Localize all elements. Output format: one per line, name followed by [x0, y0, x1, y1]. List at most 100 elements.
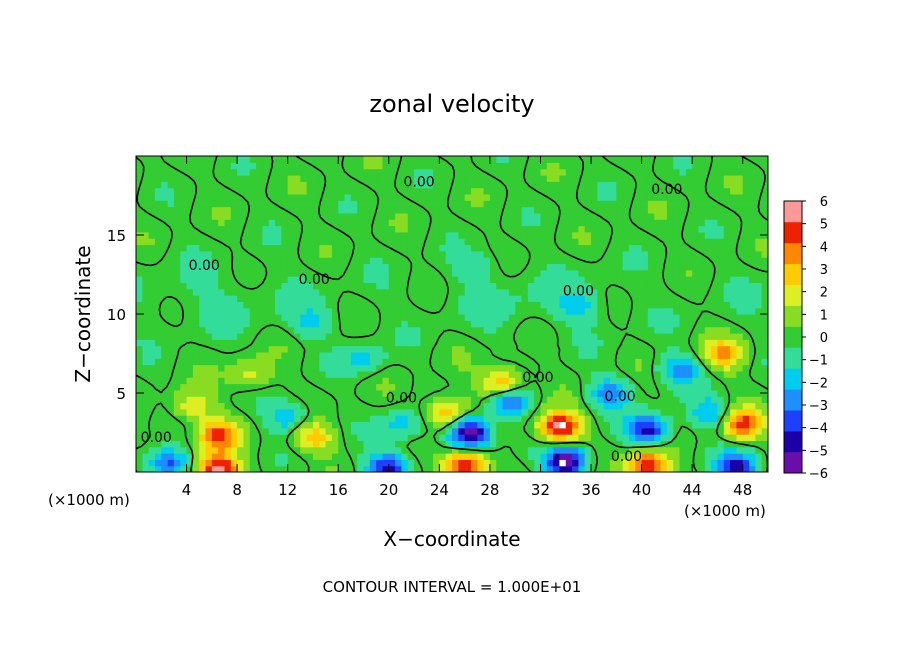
- field-cell: [256, 396, 263, 404]
- field-cell: [628, 212, 636, 220]
- field-cell: [458, 288, 466, 296]
- field-cell: [673, 370, 681, 378]
- field-cell: [578, 288, 586, 296]
- field-cell: [312, 351, 320, 359]
- field-cell: [243, 440, 251, 448]
- field-cell: [376, 257, 384, 265]
- field-cell: [218, 231, 226, 239]
- field-cell: [717, 389, 725, 397]
- field-cell: [755, 453, 763, 460]
- field-cell: [591, 408, 598, 416]
- field-cell: [186, 225, 194, 233]
- field-cell: [603, 212, 611, 220]
- field-cell: [420, 301, 428, 309]
- field-cell: [736, 408, 744, 416]
- field-cell: [439, 276, 447, 283]
- field-cell: [167, 231, 175, 239]
- field-cell: [711, 389, 719, 397]
- field-cell: [616, 446, 624, 454]
- field-cell: [331, 301, 339, 309]
- field-cell: [161, 440, 169, 448]
- field-cell: [641, 314, 649, 321]
- field-cell: [382, 257, 390, 265]
- field-cell: [647, 200, 655, 208]
- field-cell: [761, 402, 768, 410]
- field-cell: [312, 465, 320, 472]
- field-cell: [477, 206, 485, 214]
- field-cell: [395, 440, 403, 448]
- field-cell: [173, 326, 181, 334]
- field-cell: [420, 314, 428, 321]
- field-cell: [660, 257, 668, 265]
- field-cell: [414, 402, 421, 410]
- field-cell: [306, 244, 314, 252]
- field-cell: [496, 168, 504, 176]
- field-cell: [401, 212, 409, 220]
- field-cell: [679, 168, 687, 176]
- field-cell: [540, 288, 548, 296]
- field-cell: [439, 250, 447, 258]
- field-cell: [584, 402, 592, 410]
- field-cell: [540, 282, 548, 290]
- field-cell: [496, 446, 504, 454]
- field-cell: [338, 358, 346, 366]
- field-cell: [319, 446, 327, 454]
- field-cell: [331, 434, 339, 441]
- field-cell: [407, 434, 415, 441]
- field-cell: [628, 156, 636, 163]
- field-cell: [584, 168, 592, 176]
- field-cell: [414, 339, 421, 347]
- field-cell: [755, 396, 763, 404]
- field-cell: [685, 459, 693, 467]
- field-cell: [698, 193, 706, 201]
- field-cell: [148, 187, 156, 195]
- field-cell: [275, 187, 282, 195]
- field-cell: [268, 288, 276, 296]
- field-cell: [717, 250, 725, 258]
- field-cell: [628, 440, 636, 448]
- field-cell: [218, 156, 226, 163]
- field-cell: [711, 358, 719, 366]
- field-cell: [300, 459, 308, 467]
- field-cell: [559, 408, 567, 416]
- field-cell: [584, 396, 592, 404]
- field-cell: [294, 301, 301, 309]
- field-cell: [496, 320, 504, 328]
- field-cell: [736, 415, 744, 423]
- field-cell: [224, 408, 232, 416]
- field-cell: [534, 193, 542, 201]
- field-cell: [433, 383, 440, 391]
- field-cell: [666, 377, 674, 385]
- field-cell: [641, 181, 649, 189]
- field-cell: [679, 193, 687, 201]
- field-cell: [369, 168, 377, 176]
- field-cell: [281, 314, 289, 321]
- field-cell: [256, 345, 263, 353]
- field-cell: [300, 389, 308, 397]
- field-cell: [414, 288, 421, 296]
- field-cell: [268, 364, 276, 372]
- field-cell: [521, 320, 529, 328]
- field-cell: [294, 364, 301, 372]
- field-cell: [338, 181, 346, 189]
- field-cell: [439, 332, 447, 340]
- field-cell: [319, 225, 327, 233]
- field-cell: [388, 427, 396, 435]
- field-cell: [628, 383, 636, 391]
- field-cell: [565, 168, 573, 176]
- field-cell: [546, 465, 554, 472]
- field-cell: [452, 389, 459, 397]
- field-cell: [224, 206, 232, 214]
- field-cell: [275, 377, 282, 385]
- field-cell: [382, 263, 390, 271]
- field-cell: [445, 320, 453, 328]
- field-cell: [723, 345, 731, 353]
- field-cell: [635, 415, 643, 423]
- field-cell: [312, 250, 320, 258]
- field-cell: [603, 339, 611, 347]
- field-cell: [736, 174, 744, 182]
- field-cell: [616, 295, 624, 302]
- field-cell: [426, 295, 434, 302]
- field-cell: [610, 288, 617, 296]
- field-cell: [616, 465, 624, 472]
